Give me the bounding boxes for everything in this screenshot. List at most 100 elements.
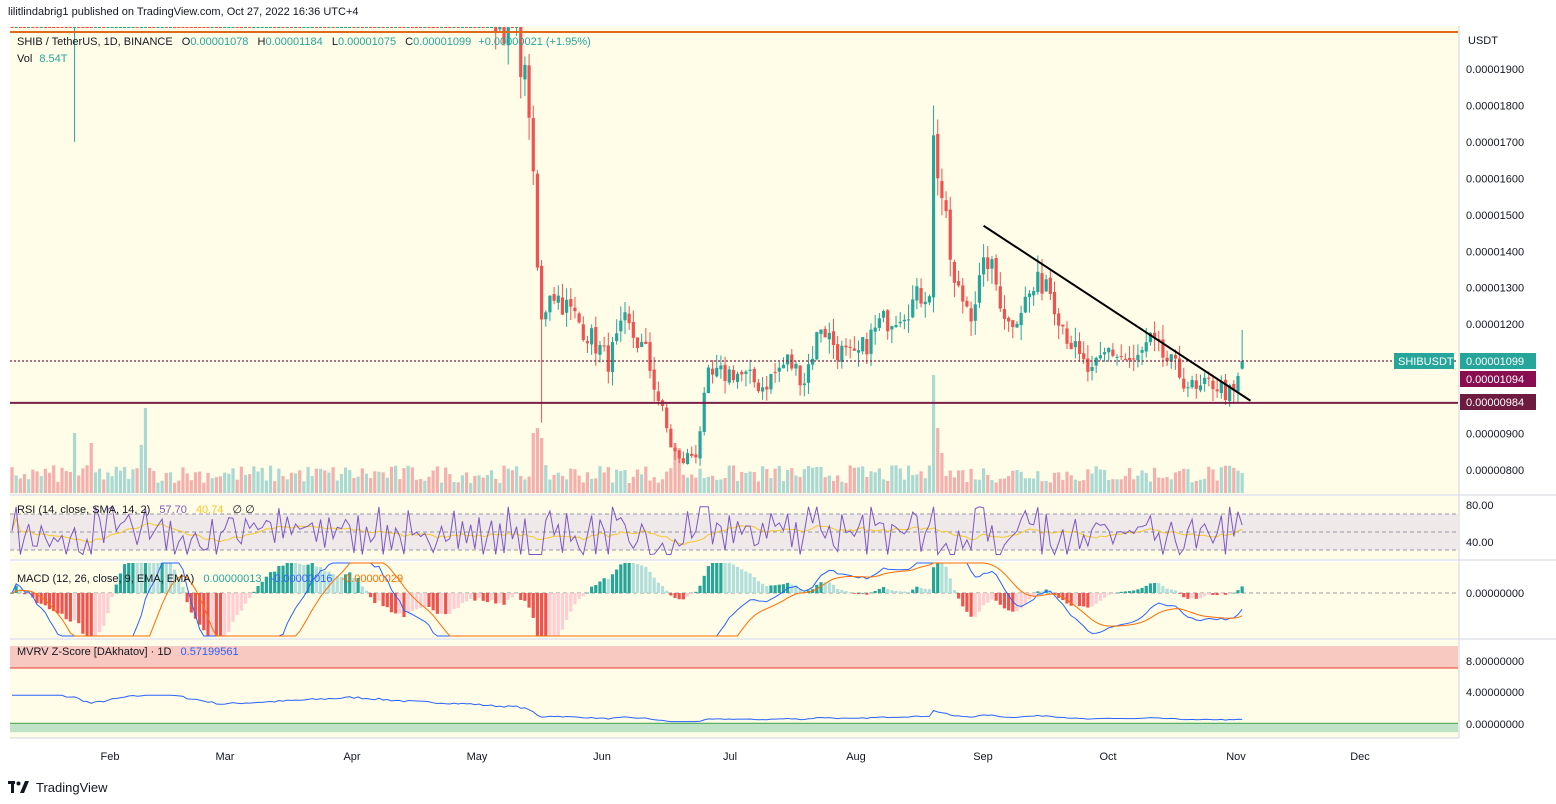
macd-histogram-bar [1065, 593, 1069, 604]
candle-body [502, 27, 506, 44]
candle-body [961, 285, 965, 302]
candle-body [206, 27, 210, 28]
macd-histogram-bar [143, 563, 148, 593]
macd-histogram-bar [335, 575, 339, 593]
macd-histogram-bar [752, 577, 756, 593]
volume-bar [773, 468, 777, 493]
candle-body [106, 27, 110, 28]
price-pane[interactable] [10, 26, 1459, 494]
candle-body [394, 27, 398, 28]
candle-body [685, 453, 690, 465]
volume-bar [673, 443, 677, 493]
candle-body [873, 327, 877, 332]
candle-body [623, 312, 627, 321]
macd-histogram-bar [973, 593, 977, 617]
candle-body [289, 27, 293, 28]
macd-histogram-bar [389, 593, 394, 613]
candle-body [1073, 341, 1077, 348]
macd-histogram-bar [1144, 585, 1148, 593]
volume-bar [861, 466, 865, 493]
candle-body [1198, 385, 1203, 391]
chart-canvas[interactable]: 0.00001900 0.00001800 0.00001700 0.00001600… [0, 26, 1556, 774]
macd-histogram-bar [35, 593, 39, 604]
volume-bar [1207, 466, 1211, 493]
macd-histogram-bar [677, 593, 681, 600]
volume-bar [469, 482, 473, 493]
volume-bar [927, 465, 931, 493]
volume-bar [164, 472, 168, 493]
volume-bar [669, 468, 673, 493]
footer-brand[interactable]: TradingView [8, 776, 108, 798]
macd-histogram-bar [710, 563, 715, 593]
macd-histogram-bar [93, 593, 97, 636]
candle-body [1140, 350, 1144, 353]
candle-body [60, 27, 64, 28]
price-axis-unit: USDT [1468, 35, 1498, 47]
time-axis-pane[interactable] [10, 738, 1556, 770]
volume-bar [1215, 480, 1219, 493]
candle-body [794, 363, 798, 369]
candle-body [715, 367, 719, 377]
candle-body [302, 27, 306, 28]
candle-body [815, 332, 819, 360]
volume-bar [727, 465, 731, 493]
macd-histogram-bar [1186, 593, 1190, 599]
volume-bar [956, 470, 961, 493]
price-axis-tick: 0.00000800 [1466, 465, 1524, 477]
volume-bar [648, 480, 652, 493]
volume-bar [481, 477, 485, 493]
candle-body [444, 27, 448, 28]
candle-body [381, 27, 385, 28]
volume-bar [1161, 478, 1165, 493]
macd-histogram-bar [373, 593, 377, 604]
candle-body [177, 27, 181, 28]
candle-body [581, 324, 585, 340]
candle-body [218, 27, 223, 28]
macd-histogram-bar [177, 578, 181, 593]
candle-body [569, 299, 573, 307]
macd-histogram-bar [665, 590, 669, 593]
candle-body [669, 428, 673, 448]
volume-bar [110, 476, 114, 493]
macd-histogram-bar [318, 566, 323, 593]
volume-bar [1032, 478, 1036, 493]
macd-histogram-bar [47, 593, 52, 610]
candle-body [723, 364, 727, 381]
volume-bar [656, 482, 660, 493]
volume-bar [264, 480, 268, 493]
ma-price-value: 0.00001094 [1466, 374, 1524, 386]
macd-histogram-bar [648, 571, 652, 593]
volume-bar [444, 467, 448, 493]
volume-bar [544, 465, 548, 493]
volume-bar [602, 472, 606, 493]
macd-histogram-bar [1198, 593, 1203, 599]
candle-body [877, 318, 881, 328]
volume-bar [781, 481, 786, 493]
candle-body [1228, 385, 1232, 402]
macd-histogram-bar [952, 590, 957, 593]
volume-bar [1169, 479, 1173, 493]
volume-bar [248, 474, 252, 493]
candle-body [1211, 380, 1215, 390]
volume-bar [569, 468, 573, 493]
candle-body [598, 345, 602, 355]
volume-bar [1165, 477, 1169, 493]
candle-body [656, 391, 660, 401]
macd-histogram-bar [990, 593, 994, 600]
volume-bar [118, 470, 123, 493]
candle-body [419, 27, 423, 28]
volume-bar [823, 477, 827, 493]
macd-histogram-bar [419, 593, 423, 609]
volume-bar [548, 479, 552, 493]
candle-body [1002, 309, 1007, 319]
footer-brand-text: TradingView [36, 779, 108, 795]
volume-bar [410, 467, 414, 493]
volume-bar [356, 476, 360, 493]
candle-body [936, 133, 940, 179]
volume-bar [198, 471, 202, 493]
volume-bar [1019, 471, 1023, 493]
macd-histogram-bar [444, 593, 448, 615]
macd-histogram-bar [581, 593, 585, 596]
candle-body [965, 300, 969, 307]
macd-histogram-bar [160, 563, 164, 593]
